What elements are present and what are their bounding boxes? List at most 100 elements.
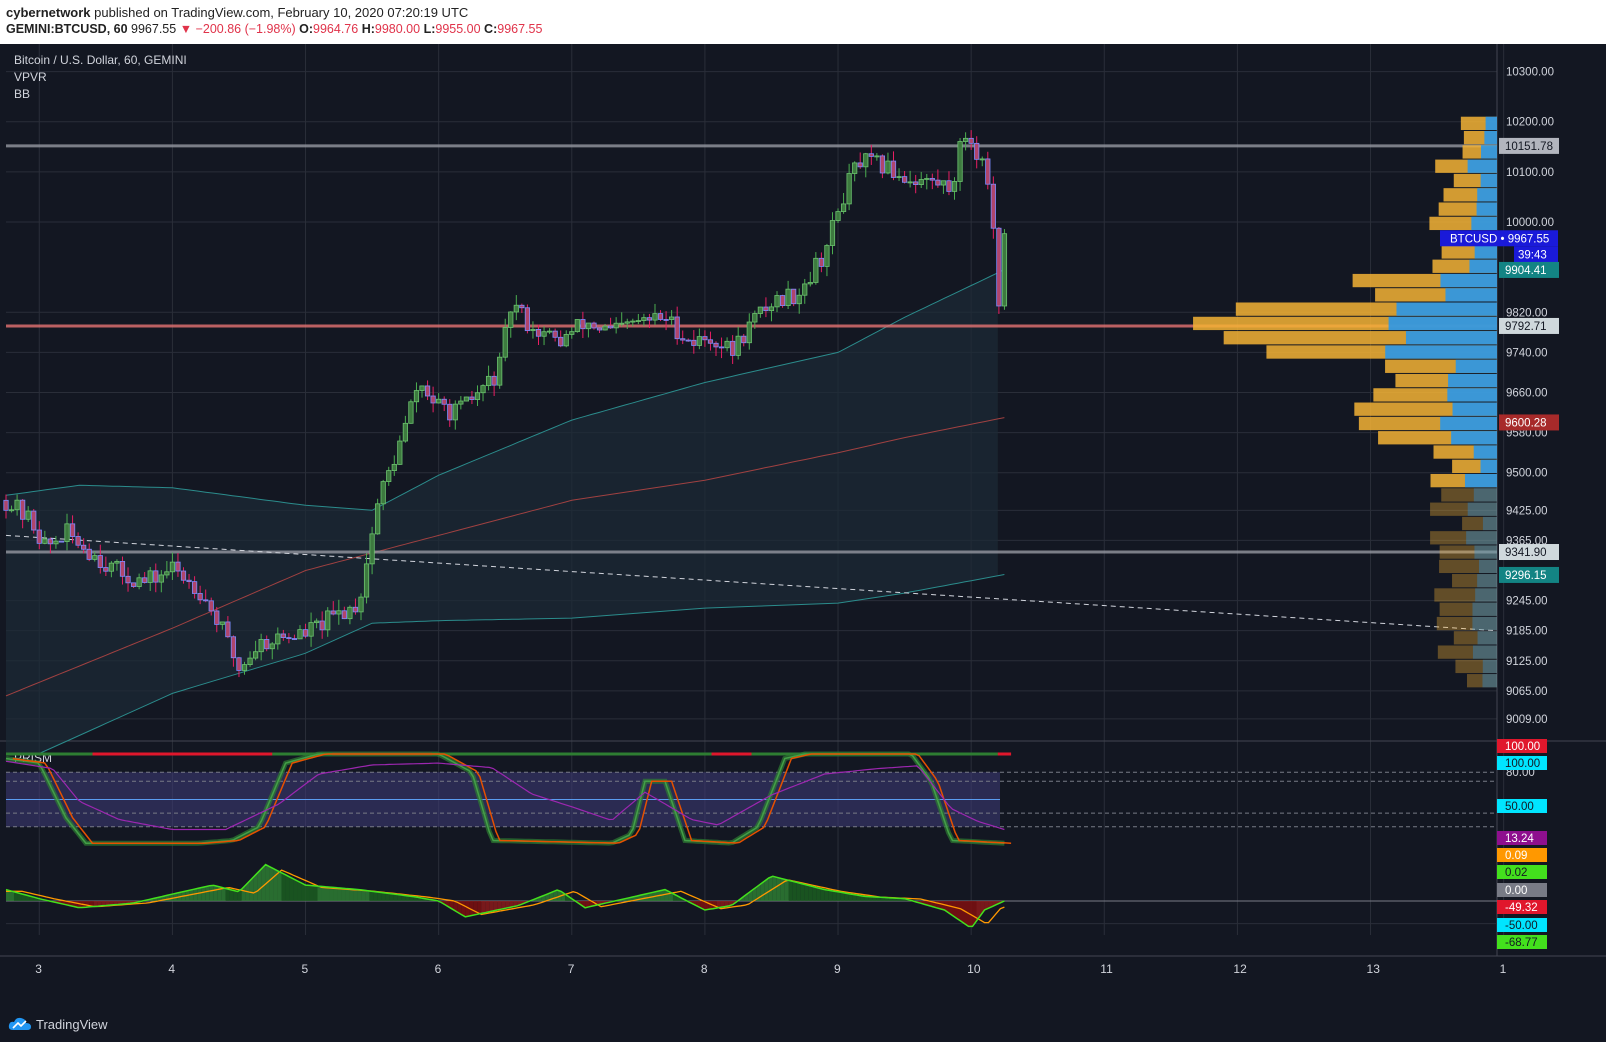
candle <box>502 318 508 362</box>
candle <box>375 498 381 535</box>
cloud-logo-icon <box>8 1017 31 1030</box>
osc-area-segment <box>93 900 98 907</box>
tradingview-logo[interactable]: TradingView <box>8 1016 108 1032</box>
candle <box>86 543 92 562</box>
candle <box>58 540 65 543</box>
candle <box>868 144 874 165</box>
candle <box>857 152 863 169</box>
candle <box>325 607 331 637</box>
candle <box>724 337 730 352</box>
osc-area-segment <box>253 872 258 901</box>
candle <box>230 635 237 667</box>
legend-title[interactable]: Bitcoin / U.S. Dollar, 60, GEMINI <box>14 53 187 67</box>
osc-area-segment <box>720 900 725 908</box>
candle-body <box>3 499 9 511</box>
candle-body <box>896 176 902 179</box>
osc-area-segment <box>804 884 809 901</box>
candle <box>25 506 31 522</box>
osc-main-line <box>5 863 1005 928</box>
candle-body <box>253 651 259 659</box>
last-price: 9967.55 <box>131 22 177 36</box>
osc-area-segment <box>309 885 314 901</box>
osc-area-segment <box>856 895 861 901</box>
legend-vpvr[interactable]: VPVR <box>14 70 47 84</box>
osc-area-segment <box>109 900 114 906</box>
osc-area-segment <box>361 889 366 901</box>
candle-body <box>375 503 381 535</box>
chart-area[interactable]: 10300.00 10200.00 10100.00 10000.00 9820.00 9… <box>0 44 1606 1008</box>
candle <box>663 311 669 331</box>
candle <box>807 271 813 287</box>
volume-bar-buy <box>1472 602 1497 616</box>
price-marker-bg <box>1440 230 1558 247</box>
candle <box>846 163 852 211</box>
candle-body <box>552 330 558 338</box>
osc-area-segment <box>365 890 370 901</box>
candle-body <box>907 181 913 184</box>
volume-bar-buy <box>1467 502 1497 516</box>
candle <box>286 633 292 644</box>
osc-area-segment <box>269 866 274 901</box>
candle-body <box>641 317 647 321</box>
low-value: 9955.00 <box>435 22 481 36</box>
candle <box>913 174 919 194</box>
candle <box>829 212 836 255</box>
candle-body <box>119 561 126 577</box>
candle-body <box>735 335 741 356</box>
candle <box>785 280 791 310</box>
candle <box>696 328 702 350</box>
candle-body <box>818 257 824 267</box>
candle-body <box>791 288 797 305</box>
legend-bb[interactable]: BB <box>14 87 31 101</box>
candle <box>319 611 325 639</box>
candle-body <box>508 311 514 328</box>
osc-area-segment <box>6 889 10 901</box>
osc-area-segment <box>393 894 398 901</box>
price-tick-label: 10100.00 <box>1506 167 1554 179</box>
candle-body <box>990 183 996 229</box>
osc-area-segment <box>868 896 873 901</box>
osc-area-segment <box>876 897 881 901</box>
osc-area-segment <box>980 900 985 916</box>
author-name[interactable]: cybernetwork <box>6 5 91 20</box>
candle <box>924 173 930 190</box>
volume-bar-buy <box>1473 445 1497 459</box>
candle-body <box>840 203 847 212</box>
price-marker-bg <box>1499 261 1559 278</box>
candle <box>164 561 170 579</box>
candle <box>253 640 259 661</box>
osc-area-segment <box>357 889 362 901</box>
osc-area-segment <box>984 900 989 911</box>
candle-body <box>1001 233 1008 307</box>
osc-area-segment <box>445 900 450 908</box>
candle <box>369 526 375 575</box>
price-marker-label: 10151.78 <box>1505 141 1553 153</box>
candle-body <box>291 638 298 640</box>
candle <box>47 537 53 554</box>
time-tick-label: 11 <box>1100 962 1113 976</box>
candle-body <box>441 398 447 405</box>
chart-canvas[interactable]: 10300.0010200.0010100.0010000.009820.009… <box>0 44 1606 1008</box>
candle-body <box>308 622 314 637</box>
candle-body <box>352 606 359 613</box>
candle-body <box>114 561 120 564</box>
candle <box>219 621 225 630</box>
candle-body <box>436 398 442 404</box>
candle <box>896 168 902 181</box>
candle-body <box>219 621 225 625</box>
osc-area-segment <box>948 900 953 916</box>
candle <box>963 132 969 151</box>
osc-area-segment <box>385 893 390 901</box>
osc-area-segment <box>9 890 14 901</box>
price-marker-label: 9341.90 <box>1505 547 1547 559</box>
candle-body <box>996 227 1002 307</box>
price-tick-label: 9125.00 <box>1506 656 1548 668</box>
candle <box>951 177 958 200</box>
volume-bar-buy <box>1385 345 1497 359</box>
osc-area-segment <box>557 890 562 901</box>
oscillator-pane: 0.09 0.02 0.00 -49.32 -50.00 -68.77 <box>5 848 1547 949</box>
candle-body <box>774 295 780 308</box>
osc-area-segment <box>477 900 482 915</box>
candle-body <box>890 160 897 178</box>
osc-area-segment <box>285 874 290 901</box>
